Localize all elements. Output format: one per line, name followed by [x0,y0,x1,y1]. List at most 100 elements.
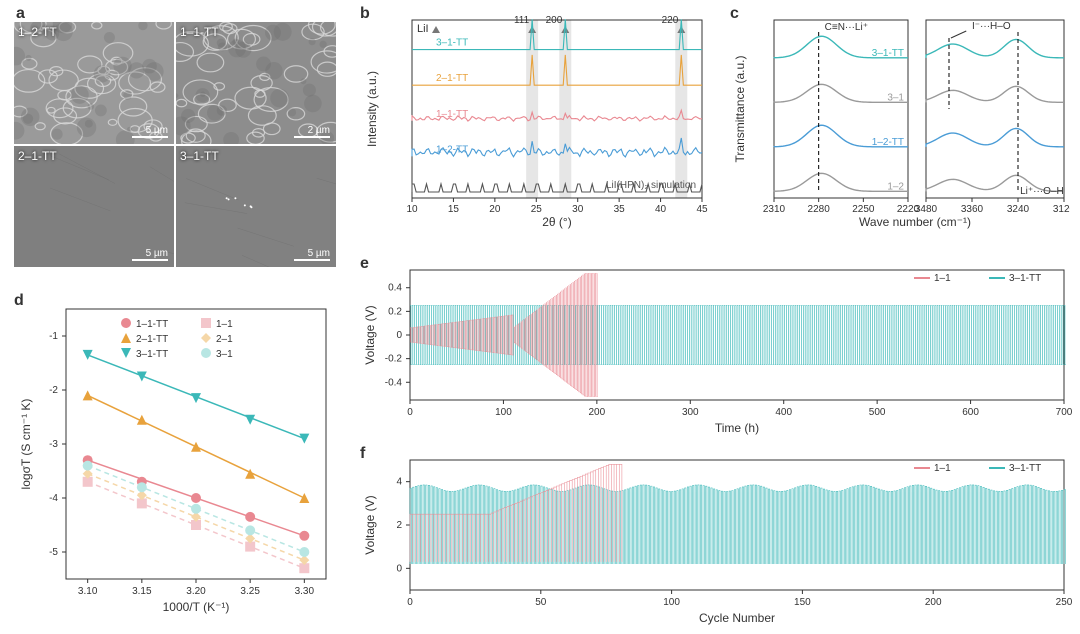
svg-text:Time (h): Time (h) [715,421,759,435]
svg-text:3240: 3240 [1007,204,1030,215]
svg-text:-0.2: -0.2 [385,354,403,365]
svg-text:2280: 2280 [808,204,831,215]
svg-text:3–1-TT: 3–1-TT [436,38,468,49]
svg-text:3–1-TT: 3–1-TT [136,349,168,360]
svg-text:2–1-TT: 2–1-TT [136,334,168,345]
svg-text:200: 200 [925,597,942,608]
svg-text:LiI: LiI [417,23,429,35]
svg-text:Intensity (a.u.): Intensity (a.u.) [365,71,379,147]
svg-text:1–2: 1–2 [887,181,904,192]
svg-text:3–1: 3–1 [887,92,904,103]
svg-text:Voltage (V): Voltage (V) [363,495,377,554]
svg-text:logσT (S cm⁻¹ K): logσT (S cm⁻¹ K) [19,399,33,490]
sem-image: 1–1-TT2 µm [176,22,336,144]
svg-text:111: 111 [514,15,530,26]
svg-text:3–1-TT: 3–1-TT [1009,463,1041,474]
panel-b: b 10152025303540452θ (°)Intensity (a.u.)… [360,8,710,230]
scale-bar: 5 µm [132,125,168,138]
svg-text:1–2-TT: 1–2-TT [436,144,468,155]
arrhenius-plot: 3.10 3.15 3.20 3.25 3.30 -1 -2 -3 -4 -5 1000/T (K⁻… [14,295,336,617]
svg-text:1–1: 1–1 [934,463,951,474]
svg-text:3360: 3360 [961,204,984,215]
svg-text:2310: 2310 [763,204,786,215]
svg-text:-4: -4 [49,493,58,504]
svg-text:35: 35 [614,204,626,215]
svg-text:25: 25 [531,204,543,215]
svg-text:2θ (°): 2θ (°) [542,215,571,229]
svg-text:3120: 3120 [1053,204,1070,215]
sem-sample-label: 3–1-TT [180,149,219,163]
scale-bar: 5 µm [132,248,168,261]
cycle-number-plot: 0 50 100 150 200 250 0 2 4 Cycle Number Voltage (V… [360,450,1072,625]
svg-text:3–1-TT: 3–1-TT [872,48,904,59]
svg-text:100: 100 [495,407,512,418]
svg-text:100: 100 [663,597,680,608]
svg-text:-1: -1 [49,331,58,342]
svg-text:0: 0 [396,330,402,341]
svg-text:0.4: 0.4 [388,283,402,294]
svg-text:Voltage (V): Voltage (V) [363,305,377,364]
svg-text:1000/T (K⁻¹): 1000/T (K⁻¹) [163,600,230,614]
svg-text:200: 200 [589,407,606,418]
svg-text:-5: -5 [49,547,58,558]
svg-text:10: 10 [406,204,418,215]
sem-image: 3–1-TT5 µm [176,146,336,268]
scale-bar: 2 µm [294,125,330,138]
svg-text:1–2-TT: 1–2-TT [872,137,904,148]
panel-c: c Transmittance (a.u.)Wave number (cm⁻¹)… [730,8,1070,230]
svg-text:30: 30 [572,204,584,215]
svg-text:2250: 2250 [852,204,875,215]
svg-text:-2: -2 [49,385,58,396]
svg-text:45: 45 [696,204,708,215]
panel-f: f 050100150200250024Cycle NumberVoltage … [360,450,1072,625]
panel-a-label: a [16,5,25,23]
svg-text:Cycle Number: Cycle Number [699,611,775,625]
svg-text:Transmittance (a.u.): Transmittance (a.u.) [733,56,747,163]
cycling-voltage-plot: 0100200300400500600700-0.4-0.200.20.4Tim… [360,260,1072,435]
svg-text:LiI(HPN)₂ simulation: LiI(HPN)₂ simulation [606,180,696,191]
svg-text:1–1: 1–1 [216,319,233,330]
svg-text:250: 250 [1056,597,1072,608]
svg-text:3.15: 3.15 [132,586,152,597]
svg-text:200: 200 [546,15,563,26]
svg-text:3.20: 3.20 [186,586,206,597]
svg-text:4: 4 [396,477,402,488]
ftir-plot: Transmittance (a.u.) Wave number (cm⁻¹) 23… [730,8,1070,230]
svg-text:2–1: 2–1 [216,334,233,345]
sem-image: 2–1-TT5 µm [14,146,174,268]
svg-text:Wave number (cm⁻¹): Wave number (cm⁻¹) [859,215,971,229]
svg-text:3.10: 3.10 [78,586,98,597]
svg-text:20: 20 [489,204,501,215]
panel-d: d 3.103.153.203.253.30-1-2-3-4-51000/T (… [14,295,336,617]
svg-text:3.25: 3.25 [240,586,260,597]
sem-sample-label: 1–2-TT [18,25,57,39]
svg-text:Li⁺···O–H: Li⁺···O–H [1020,186,1064,197]
svg-text:600: 600 [962,407,979,418]
svg-text:400: 400 [775,407,792,418]
svg-text:50: 50 [535,597,547,608]
panel-e: e 0100200300400500600700-0.4-0.200.20.4T… [360,260,1072,435]
svg-text:220: 220 [662,15,679,26]
svg-text:3–1-TT: 3–1-TT [1009,273,1041,284]
svg-text:-0.4: -0.4 [385,377,403,388]
svg-text:700: 700 [1056,407,1072,418]
svg-text:1–1-TT: 1–1-TT [436,109,468,120]
svg-text:0: 0 [407,597,413,608]
svg-text:-3: -3 [49,439,58,450]
svg-text:C≡N···Li⁺: C≡N···Li⁺ [825,22,868,33]
panel-a: a 1–2-TT5 µm1–1-TT2 µm2–1-TT5 µm3–1-TT5 … [14,8,336,268]
svg-text:500: 500 [869,407,886,418]
svg-text:2: 2 [396,520,402,531]
svg-text:I⁻···H–O: I⁻···H–O [972,21,1011,32]
svg-text:3.30: 3.30 [295,586,315,597]
svg-text:15: 15 [448,204,460,215]
svg-text:0.2: 0.2 [388,306,402,317]
svg-text:3480: 3480 [915,204,938,215]
svg-text:3–1: 3–1 [216,349,233,360]
xrd-plot: 10 15 20 25 30 35 40 45 2θ (°) Intensity (a.u.) Li… [360,8,710,230]
svg-text:1–1: 1–1 [934,273,951,284]
svg-text:150: 150 [794,597,811,608]
svg-text:0: 0 [396,563,402,574]
svg-text:40: 40 [655,204,667,215]
svg-text:1–1-TT: 1–1-TT [136,319,168,330]
